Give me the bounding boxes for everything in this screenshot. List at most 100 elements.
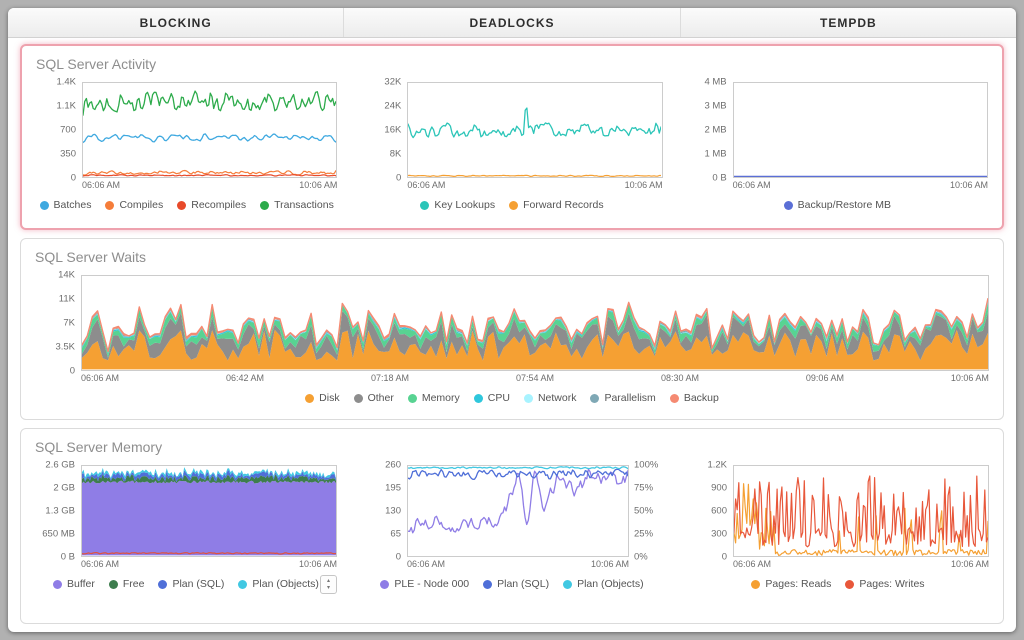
plot-area-pages[interactable] — [733, 465, 989, 557]
legend-item-backup[interactable]: Backup — [669, 392, 719, 404]
legend-scroll-stepper[interactable]: ▴ ▾ — [320, 575, 337, 594]
y-tick-label: 4 MB — [704, 76, 727, 88]
chart-canvas-pages — [734, 475, 988, 556]
legend-label: Buffer — [67, 578, 95, 590]
legend-label: CPU — [487, 392, 510, 404]
legend-item-parallelism[interactable]: Parallelism — [590, 392, 656, 404]
legend-label: Plan (Objects) — [577, 578, 644, 590]
y-axis-labels: 260 195 130 65 0 — [361, 460, 407, 563]
stepper-down-icon[interactable]: ▾ — [326, 584, 330, 591]
x-axis-labels: 06:06 AM 10:06 AM — [82, 178, 337, 192]
legend-item-memory[interactable]: Memory — [407, 392, 460, 404]
x-tick-label: 06:42 AM — [225, 373, 265, 383]
legend-item-plan-sql[interactable]: Plan (SQL) — [158, 578, 224, 590]
plot-area-activity[interactable] — [82, 82, 338, 178]
legend-label: Plan (SQL) — [497, 578, 550, 590]
legend-label: Memory — [421, 392, 460, 404]
legend-item-compiles[interactable]: Compiles — [105, 199, 163, 211]
legend-label: Parallelism — [604, 392, 656, 404]
plot-area-waits[interactable] — [81, 275, 989, 371]
legend-dot — [420, 200, 430, 210]
y-tick-label: 75% — [634, 482, 654, 494]
legend-label: Other — [367, 392, 394, 404]
y-tick-label: 1.1K — [56, 100, 76, 112]
legend-item-plan-objects[interactable]: Plan (Objects) — [238, 578, 319, 590]
y-tick-label: 260 — [385, 459, 401, 471]
y-tick-label: 24K — [384, 100, 402, 112]
plot-area-backup[interactable] — [732, 82, 988, 178]
x-tick-label: 06:06 AM — [407, 180, 446, 190]
y-tick-label: 2 GB — [53, 482, 75, 494]
legend-item-forward-records[interactable]: Forward Records — [509, 199, 604, 211]
legend-item-ple-node-000[interactable]: PLE - Node 000 — [380, 578, 469, 590]
legend-item-other[interactable]: Other — [353, 392, 394, 404]
chart-canvas-ple — [408, 466, 628, 534]
legend-item-transactions[interactable]: Transactions — [260, 199, 334, 211]
y-tick-label: 100% — [634, 459, 659, 471]
legend-dot — [177, 200, 187, 210]
y-tick-label: 1 MB — [704, 148, 727, 160]
x-tick-label: 08:30 AM — [660, 373, 699, 383]
chart-legend: Buffer Free Plan (SQL) Plan (Objects) ▴ ▾ — [35, 571, 337, 594]
legend-label: PLE - Node 000 — [394, 578, 470, 590]
legend-dot — [509, 200, 519, 210]
panel-title-activity: SQL Server Activity — [36, 56, 157, 72]
legend-dot — [105, 200, 115, 210]
plot-area-memory[interactable] — [81, 465, 337, 557]
y-axis-labels: 14K 11K 7K 3.5K 0 — [35, 270, 81, 377]
tab-deadlocks[interactable]: DEADLOCKS — [344, 8, 681, 37]
chart-activity-counters: 1.4K 1.1K 700 350 0 06:06 AM 10:06 AM Batches Co… — [36, 77, 338, 211]
y-tick-label: 7K — [63, 317, 75, 329]
y-tick-label: 3.5K — [55, 341, 75, 353]
tab-tempdb[interactable]: TEMPDB — [819, 15, 877, 30]
legend-item-plan-sql[interactable]: Plan (SQL) — [483, 578, 549, 590]
legend-item-recompiles[interactable]: Recompiles — [177, 199, 246, 211]
stepper-up-icon[interactable]: ▴ — [326, 577, 330, 584]
legend-dot — [483, 579, 493, 589]
x-tick-label: 06:06 AM — [407, 559, 446, 569]
legend-label: Batches — [53, 199, 92, 211]
legend-item-cpu[interactable]: CPU — [473, 392, 510, 404]
chart-canvas-lookups — [408, 107, 662, 177]
legend-item-network[interactable]: Network — [523, 392, 576, 404]
legend-dot — [260, 200, 270, 210]
y-tick-label: 16K — [384, 124, 402, 136]
y-tick-label: 25% — [634, 528, 654, 540]
legend-item-key-lookups[interactable]: Key Lookups — [420, 199, 495, 211]
legend-item-pages-writes[interactable]: Pages: Writes — [845, 578, 925, 590]
legend-item-buffer[interactable]: Buffer — [53, 578, 95, 590]
y-tick-label: 300 — [711, 528, 727, 540]
legend-label: Transactions — [274, 199, 334, 211]
legend-item-batches[interactable]: Batches — [39, 199, 92, 211]
y-tick-label: 1.3 GB — [45, 505, 75, 517]
y-tick-label: 1.2K — [707, 459, 727, 471]
legend-item-plan-objects[interactable]: Plan (Objects) — [563, 578, 644, 590]
legend-item-free[interactable]: Free — [108, 578, 144, 590]
chart-legend: Batches Compiles Recompiles Transactions — [36, 192, 337, 211]
legend-item-pages-reads[interactable]: Pages: Reads — [751, 578, 831, 590]
y-tick-label: 650 MB — [42, 528, 75, 540]
legend-item-backup-restore-mb[interactable]: Backup/Restore MB — [783, 199, 891, 211]
plot-area-lookups[interactable] — [407, 82, 663, 178]
y-axis-labels: 32K 24K 16K 8K 0 — [361, 77, 407, 184]
y-axis-labels: 1.2K 900 600 300 0 — [687, 460, 733, 563]
plot-area-ple[interactable] — [407, 465, 629, 557]
x-tick-label: 10:06 AM — [949, 180, 988, 190]
legend-dot — [407, 393, 417, 403]
y-tick-label: 0 B — [60, 551, 75, 563]
y-tick-label: 1.4K — [56, 76, 76, 88]
legend-dot — [108, 579, 118, 589]
legend-label: Plan (Objects) — [252, 578, 319, 590]
memory-chart-row: 2.6 GB 2 GB 1.3 GB 650 MB 0 B 06:06 AM 10:06 A… — [35, 460, 989, 594]
y-axis-labels: 1.4K 1.1K 700 350 0 — [36, 77, 82, 184]
legend-label: Pages: Writes — [859, 578, 925, 590]
x-tick-label: 09:06 AM — [805, 373, 844, 383]
x-tick-label: 06:06 AM — [82, 180, 121, 190]
legend-label: Pages: Reads — [765, 578, 832, 590]
legend-label: Disk — [319, 392, 340, 404]
tab-blocking[interactable]: BLOCKING — [8, 8, 345, 37]
legend-label: Key Lookups — [434, 199, 496, 211]
legend-item-disk[interactable]: Disk — [305, 392, 340, 404]
x-tick-label: 10:06 AM — [624, 180, 663, 190]
y-tick-label: 3 MB — [704, 100, 727, 112]
